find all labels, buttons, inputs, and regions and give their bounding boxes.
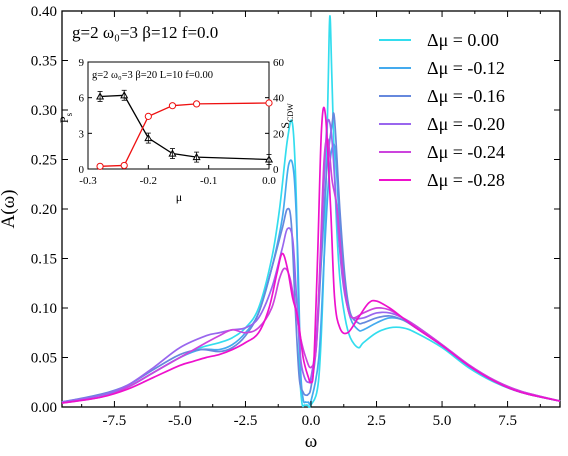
- x-tick-label: 2.5: [367, 413, 386, 429]
- inset-point-circle: [265, 99, 273, 107]
- inset-point-circle: [144, 112, 152, 120]
- legend-label-3: Δμ = -0.20: [427, 114, 505, 134]
- y-tick-label: 0.30: [31, 103, 57, 119]
- inset-left-tick-label: 3: [79, 128, 85, 140]
- inset-x-tick-label: -0.2: [140, 175, 157, 187]
- x-tick-label: -2.5: [234, 413, 258, 429]
- y-tick-label: 0.25: [31, 153, 57, 169]
- x-tick-label: 7.5: [498, 413, 517, 429]
- x-tick-label: -7.5: [103, 413, 127, 429]
- y-tick-label: 0.20: [31, 202, 57, 218]
- main-parameter-annotation: g=2 ω₀=3 β=12 f=0.0: [72, 23, 218, 42]
- inset-series-line-0: [100, 94, 270, 161]
- inset-right-tick-label: 0: [273, 164, 279, 176]
- y-tick-label: 0.15: [31, 252, 57, 268]
- y-tick-label: 0.05: [31, 351, 57, 367]
- inset-right-tick-label: 40: [273, 93, 285, 105]
- inset-x-axis-label: μ: [176, 190, 182, 204]
- inset-right-tick-label: 20: [273, 128, 285, 140]
- legend-label-1: Δμ = -0.12: [427, 58, 505, 78]
- y-tick-label: 0.00: [31, 400, 57, 416]
- inset-x-tick-label: -0.3: [79, 175, 97, 187]
- main-series-group: [61, 15, 561, 408]
- legend-label-5: Δμ = -0.28: [427, 170, 505, 190]
- inset-parameter-annotation: g=2 ω₀=3 β=20 L=10 f=0.00: [92, 70, 213, 81]
- legend-label-0: Δμ = 0.00: [427, 30, 499, 50]
- inset-left-tick-label: 0: [79, 164, 85, 176]
- legend: Δμ = 0.00 Δμ = -0.12 Δμ = -0.16 Δμ = -0.20 Δ…: [379, 30, 505, 190]
- inset-x-tick-label: -0.1: [200, 175, 217, 187]
- series-line-2: [61, 112, 561, 403]
- x-tick-label: -5.0: [168, 413, 192, 429]
- inset-point-circle: [168, 102, 177, 110]
- y-tick-label: 0.40: [31, 4, 57, 20]
- inset-point-circle: [193, 100, 201, 108]
- y-tick-label: 0.10: [31, 301, 57, 317]
- inset-series-group: [96, 89, 274, 170]
- x-tick-label: 5.0: [433, 413, 452, 429]
- y-tick-label: 0.35: [31, 54, 57, 70]
- inset-plot-frame: [87, 61, 270, 170]
- inset-left-tick-label: 6: [79, 93, 85, 105]
- inset-series-line-1: [100, 102, 270, 167]
- inset-right-tick-label: 60: [273, 57, 285, 69]
- x-tick-label: 0.0: [302, 413, 321, 429]
- inset-point-circle: [96, 162, 104, 170]
- main-x-axis-label: ω: [305, 431, 318, 452]
- inset-left-axis-label: Ps: [57, 112, 74, 123]
- legend-label-2: Δμ = -0.16: [427, 86, 505, 106]
- inset-x-tick-label: 0.0: [262, 175, 276, 187]
- main-x-ticks: -7.5 -5.0 -2.5 0.0 2.5 5.0 7.5: [81, 11, 541, 429]
- inset-left-tick-label: 9: [79, 57, 85, 69]
- series-line-0: [61, 15, 561, 408]
- legend-label-4: Δμ = -0.24: [427, 142, 505, 162]
- series-line-5: [61, 106, 561, 404]
- main-y-ticks: 0.000.050.100.150.200.250.300.350.40: [31, 4, 560, 416]
- main-y-axis-label: A(ω): [0, 190, 19, 229]
- inset-point-circle: [120, 161, 128, 170]
